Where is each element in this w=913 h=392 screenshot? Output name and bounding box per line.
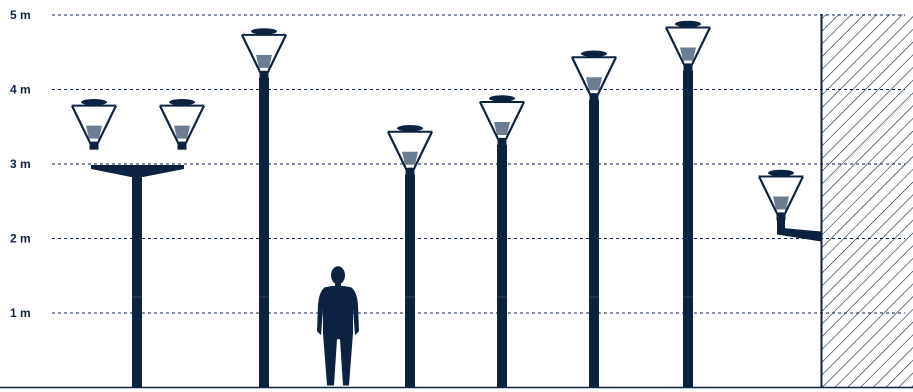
axis-label-5m: 5 m: [10, 8, 31, 22]
lamp-head: [479, 95, 525, 146]
lamp-post-2: [241, 28, 287, 388]
lamp-pole: [132, 173, 142, 388]
lamp-head: [758, 169, 804, 221]
lamp-double-arm: [71, 98, 205, 388]
lamp-pole: [405, 174, 415, 388]
person-body: [317, 285, 359, 386]
person-silhouette: [317, 266, 359, 386]
lamp-head-right: [159, 98, 205, 150]
lamp-pole: [497, 144, 507, 388]
person-figure: [317, 266, 359, 386]
lamp-pole: [683, 70, 693, 388]
lamp-post-6: [665, 20, 711, 388]
axis-label-4m: 4 m: [10, 83, 31, 97]
axis-label-1m: 1 m: [10, 306, 31, 320]
axis-label-2m: 2 m: [10, 232, 31, 246]
hatched-wall: [820, 14, 913, 388]
lamp-head: [241, 28, 287, 79]
lamp-post-5: [571, 50, 617, 388]
lamp-pole: [259, 77, 269, 388]
lamp-wall-mount: [758, 169, 821, 242]
lamp-pole: [589, 100, 599, 388]
axis-label-3m: 3 m: [10, 157, 31, 171]
wall-hatch: [821, 14, 913, 388]
wall-bracket: [777, 227, 821, 242]
lamp-head-left: [71, 98, 117, 150]
lamp-head: [387, 125, 433, 176]
lamp-post-4: [479, 95, 525, 388]
lamp-crossbar: [91, 165, 184, 177]
lamp-post-3: [387, 125, 433, 388]
lamp-head: [571, 50, 617, 102]
lamp-head: [665, 20, 711, 72]
height-axis-labels: 1 m 2 m 3 m 4 m 5 m: [10, 8, 31, 320]
person-head: [331, 266, 345, 285]
lamp-silhouettes: [71, 20, 821, 388]
height-gridlines: [52, 14, 905, 314]
